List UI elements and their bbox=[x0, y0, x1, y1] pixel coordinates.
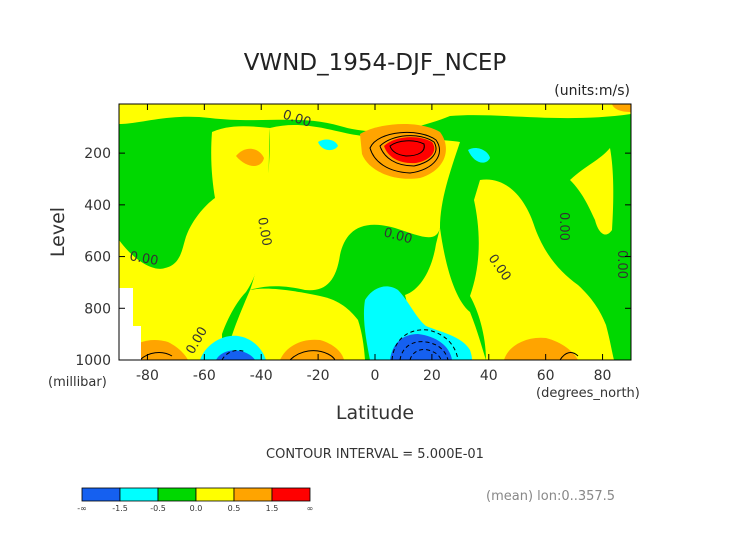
region-yellow-southern bbox=[119, 126, 270, 360]
x-tick-label: -40 bbox=[250, 368, 273, 384]
zero-label-7: 0.00 bbox=[614, 250, 629, 279]
contour-positive-4 bbox=[289, 350, 336, 360]
zero-label-3: 0.00 bbox=[254, 216, 274, 247]
missing-data-block-1 bbox=[119, 288, 133, 360]
y-axis-label: Level bbox=[47, 207, 69, 257]
region-yellow-midlow bbox=[226, 288, 365, 360]
contour-negative-3 bbox=[409, 349, 442, 360]
y-axis: 200 400 600 800 1000 bbox=[75, 146, 631, 369]
zero-label-4: 0.00 bbox=[382, 225, 414, 247]
x-axis: -80 -60 -40 -20 0 20 40 60 80 bbox=[136, 104, 611, 384]
colorbar-swatch bbox=[271, 487, 311, 502]
contour-negative-4 bbox=[221, 349, 247, 360]
x-tick-label: -60 bbox=[193, 368, 216, 384]
x-tick-label: -20 bbox=[307, 368, 330, 384]
y-axis-units: (millibar) bbox=[48, 375, 107, 390]
region-cyan-upper-2 bbox=[468, 147, 490, 163]
y-tick-label: 800 bbox=[84, 301, 111, 317]
colorbar-swatch bbox=[233, 487, 273, 502]
contour-positive-3 bbox=[389, 140, 425, 157]
x-tick-label: 80 bbox=[594, 368, 612, 384]
colorbar-label: -1.5 bbox=[112, 504, 128, 513]
contour-interval-text: CONTOUR INTERVAL = 5.000E-01 bbox=[266, 447, 484, 462]
chart-title: VWND_1954-DJF_NCEP bbox=[244, 50, 507, 76]
zero-label-6: 0.00 bbox=[556, 212, 571, 241]
contour-lines-negative bbox=[221, 329, 459, 360]
colorbar-swatch bbox=[81, 487, 121, 502]
region-cyan-southern bbox=[200, 335, 266, 360]
contour-positive-1 bbox=[369, 131, 441, 174]
contour-positive-2 bbox=[379, 135, 437, 167]
y-tick-label: 600 bbox=[84, 250, 111, 266]
contour-positive-5 bbox=[139, 352, 173, 360]
region-blue-southern bbox=[216, 350, 255, 360]
colorbar-label: 0.0 bbox=[190, 504, 203, 513]
y-tick-label: 400 bbox=[84, 198, 111, 214]
x-tick-label: 20 bbox=[423, 368, 441, 384]
colorbar-label: ∞ bbox=[307, 504, 314, 513]
filled-contours bbox=[119, 104, 631, 360]
region-red-jet-max bbox=[384, 137, 435, 164]
x-axis-label: Latitude bbox=[336, 402, 414, 424]
region-orange-low-3 bbox=[504, 337, 578, 360]
colorbar-swatch bbox=[119, 487, 159, 502]
units-label: (units:m/s) bbox=[554, 83, 630, 99]
region-cyan-equatorial bbox=[363, 286, 472, 360]
colorbar-label: 1.5 bbox=[266, 504, 279, 513]
x-axis-units: (degrees_north) bbox=[536, 386, 640, 401]
region-yellow-northern bbox=[470, 179, 614, 360]
x-tick-label: -80 bbox=[136, 368, 159, 384]
y-tick-label: 1000 bbox=[75, 353, 111, 369]
x-tick-label: 60 bbox=[537, 368, 555, 384]
region-cyan-upper-1 bbox=[318, 139, 338, 151]
x-tick-label: 0 bbox=[371, 368, 380, 384]
region-orange-top-right bbox=[612, 104, 631, 112]
region-yellow-top-band bbox=[119, 104, 631, 132]
contour-positive-6 bbox=[559, 352, 579, 360]
x-tick-label: 40 bbox=[480, 368, 498, 384]
region-orange-upper-south bbox=[236, 148, 264, 166]
colorbar-label: 0.5 bbox=[228, 504, 241, 513]
footer-text: (mean) lon:0..357.5 bbox=[486, 489, 615, 504]
contour-lines bbox=[139, 131, 579, 360]
region-yellow-northern-sliver bbox=[570, 148, 614, 235]
y-tick-label: 200 bbox=[84, 146, 111, 162]
colorbar-swatch bbox=[195, 487, 235, 502]
zero-label-2: 0.00 bbox=[128, 249, 159, 269]
colorbar-label: -0.5 bbox=[150, 504, 166, 513]
contour-labels: 0.00 0.00 0.00 0.00 0.00 0.00 0.00 0.00 bbox=[128, 108, 629, 357]
contour-negative-2 bbox=[399, 341, 449, 360]
colorbar: -∞ -1.5 -0.5 0.0 0.5 1.5 ∞ bbox=[77, 487, 314, 513]
plot-area: 0.00 0.00 0.00 0.00 0.00 0.00 0.00 0.00 … bbox=[75, 103, 632, 384]
missing-data-block-2 bbox=[133, 326, 141, 360]
contour-negative-1 bbox=[391, 329, 459, 360]
colorbar-swatch bbox=[157, 487, 197, 502]
colorbar-label: -∞ bbox=[77, 504, 87, 513]
